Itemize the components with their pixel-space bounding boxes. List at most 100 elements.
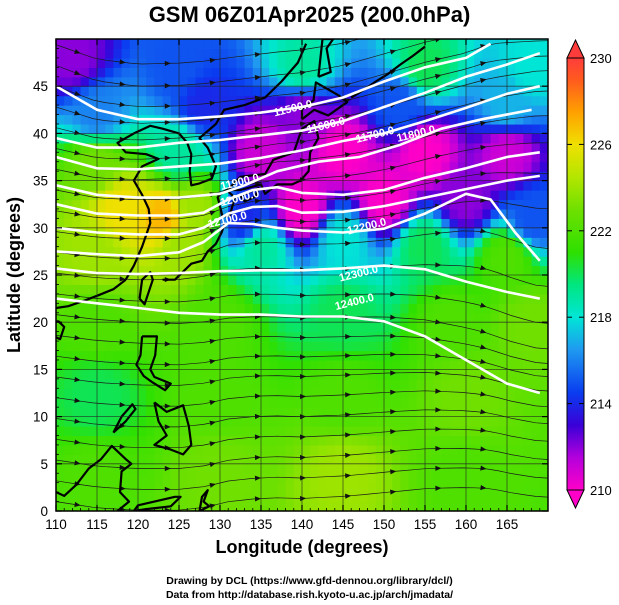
field-cell — [359, 39, 369, 50]
field-cell — [482, 473, 492, 484]
field-cell — [129, 86, 139, 97]
wind-arrow — [74, 335, 81, 341]
field-cell — [88, 435, 98, 446]
field-cell — [179, 123, 188, 134]
field-cell — [523, 463, 533, 474]
field-cell — [187, 67, 196, 78]
field-cell — [72, 350, 82, 361]
field-cell — [507, 114, 516, 125]
field-cell — [367, 227, 377, 238]
x-tick-label: 120 — [127, 517, 150, 532]
field-cell — [449, 426, 459, 437]
field-cell — [441, 246, 451, 257]
field-cell — [384, 397, 393, 408]
field-cell — [269, 416, 278, 427]
field-cell — [154, 105, 164, 116]
field-cell — [293, 293, 303, 304]
field-cell — [179, 312, 188, 323]
field-cell — [187, 312, 196, 323]
field-cell — [482, 378, 492, 389]
field-cell — [162, 256, 172, 267]
field-cell — [97, 388, 106, 399]
field-cell — [425, 388, 434, 399]
field-cell — [507, 105, 516, 116]
field-cell — [113, 199, 123, 210]
field-cell — [515, 426, 524, 437]
field-cell — [154, 284, 164, 295]
field-cell — [375, 265, 385, 276]
field-cell — [326, 161, 336, 172]
field-cell — [154, 256, 164, 267]
field-cell — [121, 369, 131, 380]
field-cell — [269, 397, 278, 408]
field-cell — [220, 293, 229, 304]
field-cell — [302, 322, 311, 333]
field-cell — [244, 237, 254, 248]
wind-arrow — [74, 90, 81, 96]
field-cell — [334, 284, 344, 295]
wind-arrow — [164, 320, 171, 326]
field-cell — [482, 237, 492, 248]
field-cell — [64, 275, 73, 286]
field-cell — [408, 142, 418, 153]
field-cell — [56, 48, 65, 59]
field-cell — [269, 208, 278, 219]
field-cell — [195, 123, 205, 134]
wind-arrow — [390, 26, 397, 33]
field-cell — [56, 359, 65, 370]
field-cell — [269, 190, 278, 201]
field-cell — [515, 246, 524, 257]
field-cell — [228, 444, 237, 455]
field-cell — [326, 256, 336, 267]
field-cell — [88, 171, 98, 182]
field-cell — [211, 482, 221, 493]
field-cell — [97, 161, 106, 172]
field-cell — [490, 473, 500, 484]
field-cell — [367, 208, 377, 219]
field-cell — [310, 303, 319, 314]
field-cell — [236, 284, 246, 295]
field-cell — [138, 180, 147, 191]
field-cell — [203, 312, 213, 323]
field-cell — [433, 67, 442, 78]
field-cell — [97, 237, 106, 248]
field-cell — [179, 501, 188, 511]
field-cell — [195, 426, 205, 437]
field-cell — [244, 67, 254, 78]
field-cell — [441, 284, 451, 295]
field-cell — [121, 199, 131, 210]
field-cell — [482, 67, 492, 78]
field-cell — [318, 86, 328, 97]
field-cell — [416, 369, 426, 380]
field-cell — [425, 237, 434, 248]
field-cell — [236, 275, 246, 286]
field-cell — [277, 322, 287, 333]
wind-arrow — [299, 434, 307, 440]
field-cell — [220, 463, 229, 474]
field-cell — [236, 341, 246, 352]
field-cell — [162, 95, 172, 106]
wind-arrow — [209, 462, 216, 468]
field-cell — [334, 152, 344, 163]
field-cell — [129, 435, 139, 446]
field-cell — [441, 227, 451, 238]
wind-arrow — [164, 465, 171, 472]
field-cell — [113, 161, 123, 172]
field-cell — [482, 284, 492, 295]
field-cell — [449, 95, 459, 106]
field-cell — [441, 397, 451, 408]
field-cell — [113, 492, 123, 503]
field-cell — [466, 208, 475, 219]
field-cell — [129, 123, 139, 134]
field-cell — [531, 482, 541, 493]
field-cell — [154, 407, 164, 418]
field-cell — [343, 246, 352, 257]
field-cell — [498, 142, 508, 153]
field-cell — [195, 369, 205, 380]
field-cell — [441, 388, 451, 399]
field-cell — [334, 492, 344, 503]
field-cell — [466, 303, 475, 314]
field-cell — [261, 67, 270, 78]
field-cell — [449, 378, 459, 389]
field-cell — [302, 180, 311, 191]
